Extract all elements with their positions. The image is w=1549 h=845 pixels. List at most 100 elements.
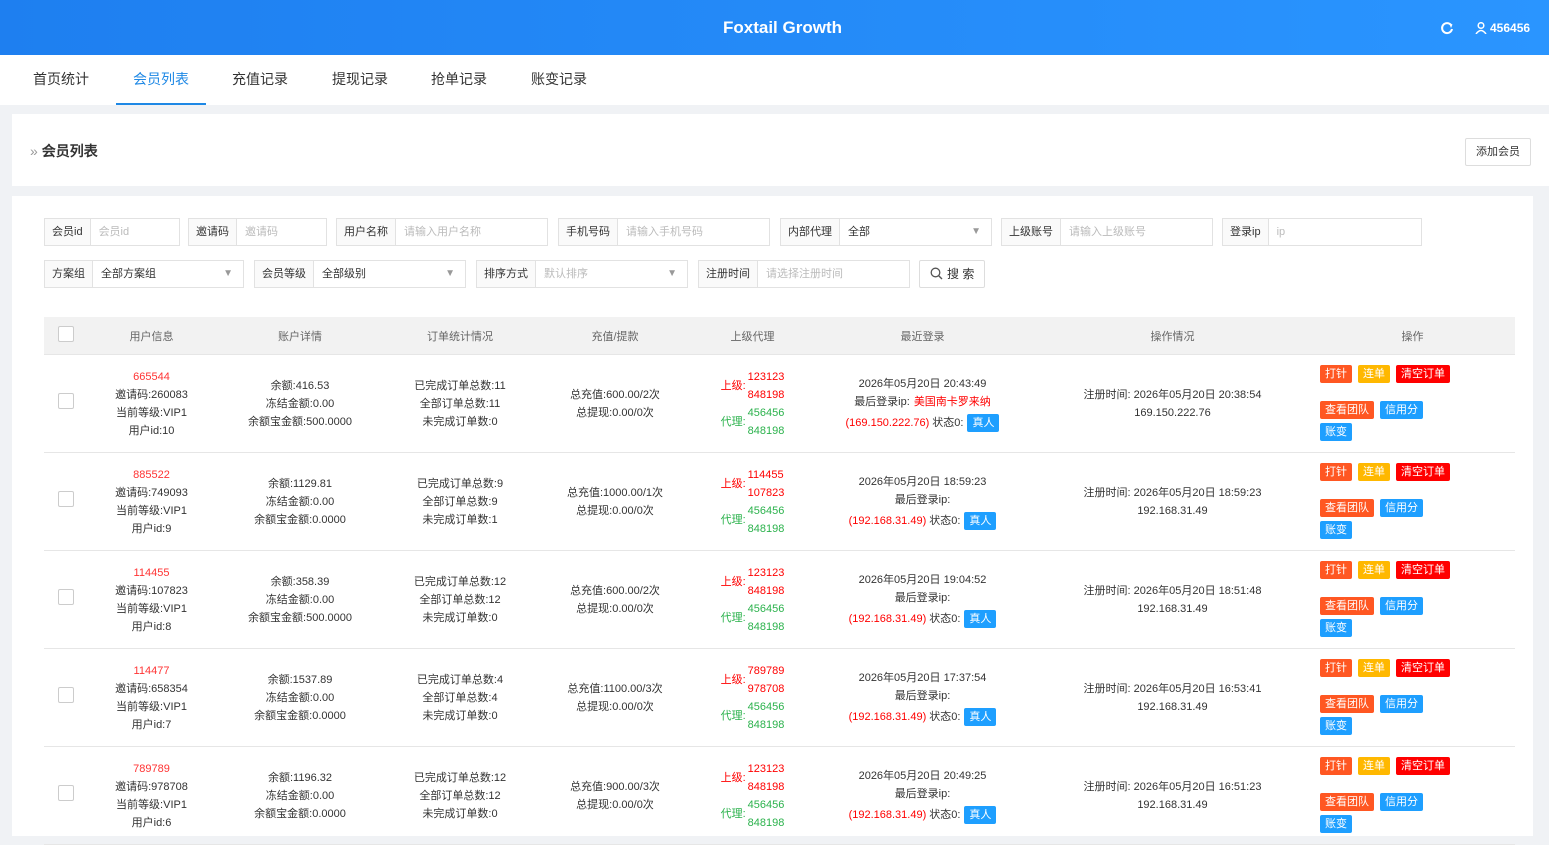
withdraw: 总提现:0.00/0次 [576,602,654,615]
action-row: 账变 [1320,716,1515,737]
checkbox[interactable] [58,490,74,507]
action-button[interactable]: 信用分 [1380,498,1423,517]
action-button[interactable]: 信用分 [1380,596,1423,615]
filter-input[interactable]: ip [1269,219,1421,245]
filter-input[interactable]: 全部级别 ▼ [314,261,465,287]
filter-input[interactable]: 会员id [91,219,179,245]
tab[interactable]: 首页统计 [33,71,89,87]
action-button[interactable]: 查看团队 [1320,596,1374,615]
superior-account: 107823 [747,486,785,499]
register-time: 注册时间: 2026年05月20日 20:38:54 [1083,388,1262,401]
order-done: 已完成订单总数:12 [413,771,507,784]
actions-cell: 打针 连单 清空订单查看团队 信用分账变 [1310,354,1515,453]
filter-field: 注册时间 请选择注册时间 [698,260,910,288]
action-button[interactable]: 查看团队 [1320,694,1374,713]
frozen: 冻结金额:0.00 [265,691,335,704]
order-cell: 已完成订单总数:4 全部订单总数:4 未完成订单数:0 [385,648,535,747]
checkbox[interactable] [58,588,74,605]
filter-input[interactable]: 全部 ▼ [840,219,991,245]
filter-placeholder: 请输入上级账号 [1069,226,1146,238]
action-button[interactable]: 账变 [1320,618,1352,637]
action-button[interactable]: 打针 [1320,658,1352,677]
action-button[interactable]: 信用分 [1380,400,1423,419]
superior-label: 上级: [720,771,746,784]
filter-input[interactable]: 请选择注册时间 [758,261,909,287]
action-button[interactable]: 清空订单 [1396,756,1450,775]
add-member-button[interactable]: 添加会员 [1465,138,1531,166]
login-time: 2026年05月20日 17:37:54 [858,672,987,684]
action-row: 打针 连单 清空订单 [1320,756,1515,777]
action-button[interactable]: 查看团队 [1320,400,1374,419]
tab[interactable]: 提现记录 [332,71,388,87]
action-button[interactable]: 信用分 [1380,792,1423,811]
recharge-cell: 总充值:600.00/2次 总提现:0.00/0次 [535,550,695,649]
actions-cell: 打针 连单 清空订单查看团队 信用分账变 [1310,550,1515,649]
superior-account: 848198 [747,388,785,401]
action-button[interactable]: 清空订单 [1396,658,1450,677]
header-cell: 最近登录 [810,317,1035,355]
refresh-icon[interactable] [1440,21,1454,35]
filter-input[interactable]: 请输入用户名称 [396,219,547,245]
login-status-line: (192.168.31.49) 状态0: 真人 [810,610,1035,628]
filter-field: 手机号码 请输入手机号码 [558,218,770,246]
filter-input[interactable]: 默认排序 ▼ [536,261,687,287]
search-button[interactable]: 搜 索 [919,260,986,288]
balance: 余额:1537.89 [267,673,333,686]
action-button[interactable]: 清空订单 [1396,364,1450,383]
action-button[interactable]: 查看团队 [1320,792,1374,811]
action-button[interactable]: 账变 [1320,814,1352,833]
action-button[interactable]: 账变 [1320,520,1352,539]
action-button[interactable]: 账变 [1320,716,1352,735]
filter-input[interactable]: 请输入手机号码 [618,219,769,245]
register-time: 注册时间: 2026年05月20日 16:51:23 [1083,780,1262,793]
login-ip: (192.168.31.49) [848,515,927,527]
register-cell: 注册时间: 2026年05月20日 18:51:48 192.168.31.49 [1035,550,1310,649]
checkbox[interactable] [58,686,74,703]
action-button[interactable]: 连单 [1358,364,1390,383]
search-label: 搜 索 [947,267,975,281]
action-button[interactable]: 打针 [1320,756,1352,775]
tab[interactable]: 账变记录 [531,71,587,87]
action-button[interactable]: 连单 [1358,462,1390,481]
action-button[interactable]: 打针 [1320,364,1352,383]
account-cell: 余额:1196.32 冻结金额:0.00 余额宝金额:0.0000 [215,746,385,845]
filter-label: 会员id [45,219,91,245]
filter-input[interactable]: 请输入上级账号 [1061,219,1212,245]
action-button[interactable]: 连单 [1358,658,1390,677]
actions-cell: 打针 连单 清空订单查看团队 信用分账变 [1310,452,1515,551]
filter-input[interactable]: 邀请码 [237,219,326,245]
login-status-line: (192.168.31.49) 状态0: 真人 [810,708,1035,726]
checkbox[interactable] [58,392,74,409]
action-button[interactable]: 打针 [1320,462,1352,481]
user-invite: 邀请码:749093 [115,486,188,499]
account-cell: 余额:416.53 冻结金额:0.00 余额宝金额:500.0000 [215,354,385,453]
action-button[interactable]: 连单 [1358,560,1390,579]
filter-input[interactable]: 全部方案组 ▼ [93,261,243,287]
page-title: » 会员列表 [30,143,98,159]
agent-label: 代理: [720,513,746,526]
action-button[interactable]: 清空订单 [1396,560,1450,579]
user-name[interactable]: 456456 [1490,21,1531,35]
action-button[interactable]: 信用分 [1380,694,1423,713]
checkbox[interactable] [58,784,74,801]
table-head: 用户信息 账户详情 订单统计情况 充值/提款 上级代理 最近登录 操作情况 操作 [44,317,1515,355]
superior-values: 789789 978708 [748,662,785,698]
login-cell: 2026年05月20日 20:49:25 最后登录ip: (192.168.31.4… [810,746,1035,845]
action-button[interactable]: 打针 [1320,560,1352,579]
superior-account: 848198 [747,780,785,793]
action-button[interactable]: 清空订单 [1396,462,1450,481]
action-button[interactable]: 查看团队 [1320,498,1374,517]
order-done: 已完成订单总数:11 [414,379,506,392]
action-row: 打针 连单 清空订单 [1320,658,1515,679]
account-cell: 余额:1537.89 冻结金额:0.00 余额宝金额:0.0000 [215,648,385,747]
filter-value: 全部 [848,226,870,238]
filter-label: 上级账号 [1002,219,1061,245]
tab[interactable]: 充值记录 [232,71,288,87]
checkbox[interactable] [58,326,74,342]
tab[interactable]: 会员列表 [116,55,206,105]
superior-group: 上级: 123123 848198 [695,760,810,796]
filter-label: 邀请码 [189,219,237,245]
action-button[interactable]: 账变 [1320,422,1352,441]
action-button[interactable]: 连单 [1358,756,1390,775]
tab[interactable]: 抢单记录 [431,71,487,87]
